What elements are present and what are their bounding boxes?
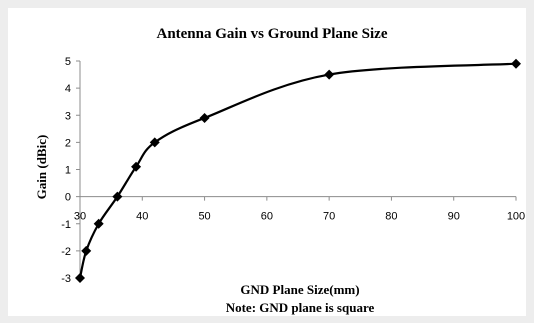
series-markers — [75, 58, 521, 283]
x-tick-label: 90 — [448, 211, 460, 223]
y-tick-label: 2 — [65, 137, 71, 149]
x-tick-label: 60 — [261, 211, 273, 223]
y-axis-title: Gain (dBic) — [34, 135, 49, 200]
y-tick-label: 3 — [65, 110, 71, 122]
chart-title: Antenna Gain vs Ground Plane Size — [156, 26, 387, 42]
y-tick-labels: -3 -2 -1 0 1 2 3 4 5 — [61, 56, 71, 285]
chart-panel — [8, 8, 526, 316]
data-point-marker — [93, 218, 104, 229]
x-axis-title: GND Plane Size(mm) — [240, 282, 359, 297]
x-tick-label: 80 — [385, 211, 397, 223]
data-point-marker — [131, 161, 142, 172]
x-tick-label: 40 — [136, 211, 148, 223]
y-tick-label: -2 — [61, 246, 71, 258]
data-point-marker — [149, 137, 160, 148]
data-point-marker — [199, 112, 210, 123]
x-tick-label: 30 — [74, 211, 86, 223]
chart-note: Note: GND plane is square — [226, 300, 375, 315]
data-point-marker — [511, 58, 521, 69]
x-tick-labels: 30 40 50 60 70 80 90 100 — [74, 211, 525, 223]
x-tick-label: 50 — [198, 211, 210, 223]
y-tick-label: 0 — [65, 192, 71, 204]
data-point-marker — [324, 69, 335, 80]
y-tick-label: 4 — [65, 83, 71, 95]
series-line — [78, 62, 517, 279]
y-tick-label: -3 — [61, 273, 71, 285]
y-tick-label: -1 — [61, 219, 71, 231]
axes — [76, 60, 517, 279]
x-tick-label: 100 — [507, 211, 525, 223]
x-tick-label: 70 — [323, 211, 335, 223]
y-tick-label: 1 — [65, 165, 71, 177]
data-point-marker — [75, 273, 85, 283]
data-point-marker — [112, 191, 123, 202]
y-tick-label: 5 — [65, 56, 71, 68]
data-point-marker — [81, 245, 92, 256]
